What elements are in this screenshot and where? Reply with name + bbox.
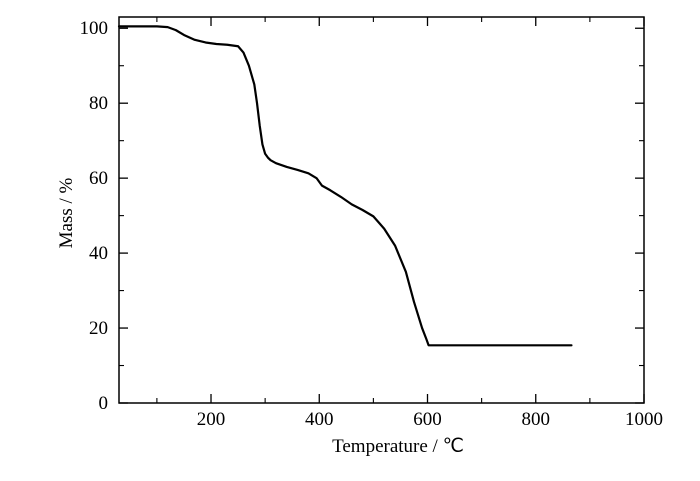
x-axis-title: Temperature / ℃: [332, 436, 464, 457]
y-tick-label: 80: [89, 93, 108, 114]
y-tick-label: 40: [89, 243, 108, 264]
x-axis-tick-labels: 200 400 600 800 1000: [197, 409, 663, 430]
x-tick-label: 600: [413, 409, 442, 430]
mass-loss-curve: [117, 25, 573, 347]
x-tick-label: 800: [522, 409, 551, 430]
y-axis-tick-labels: 0 20 40 60 80 100: [80, 18, 109, 414]
plot-frame: [118, 16, 645, 404]
x-tick-label: 400: [305, 409, 334, 430]
y-tick-label: 60: [89, 168, 108, 189]
x-tick-label: 1000: [625, 409, 663, 430]
y-tick-label: 0: [99, 393, 109, 414]
y-tick-label: 100: [80, 18, 109, 39]
y-axis-ticks: [119, 27, 644, 404]
x-axis-ticks: [156, 17, 645, 403]
y-tick-label: 20: [89, 318, 108, 339]
y-axis-title: Mass / %: [56, 177, 77, 248]
x-tick-label: 200: [197, 409, 226, 430]
